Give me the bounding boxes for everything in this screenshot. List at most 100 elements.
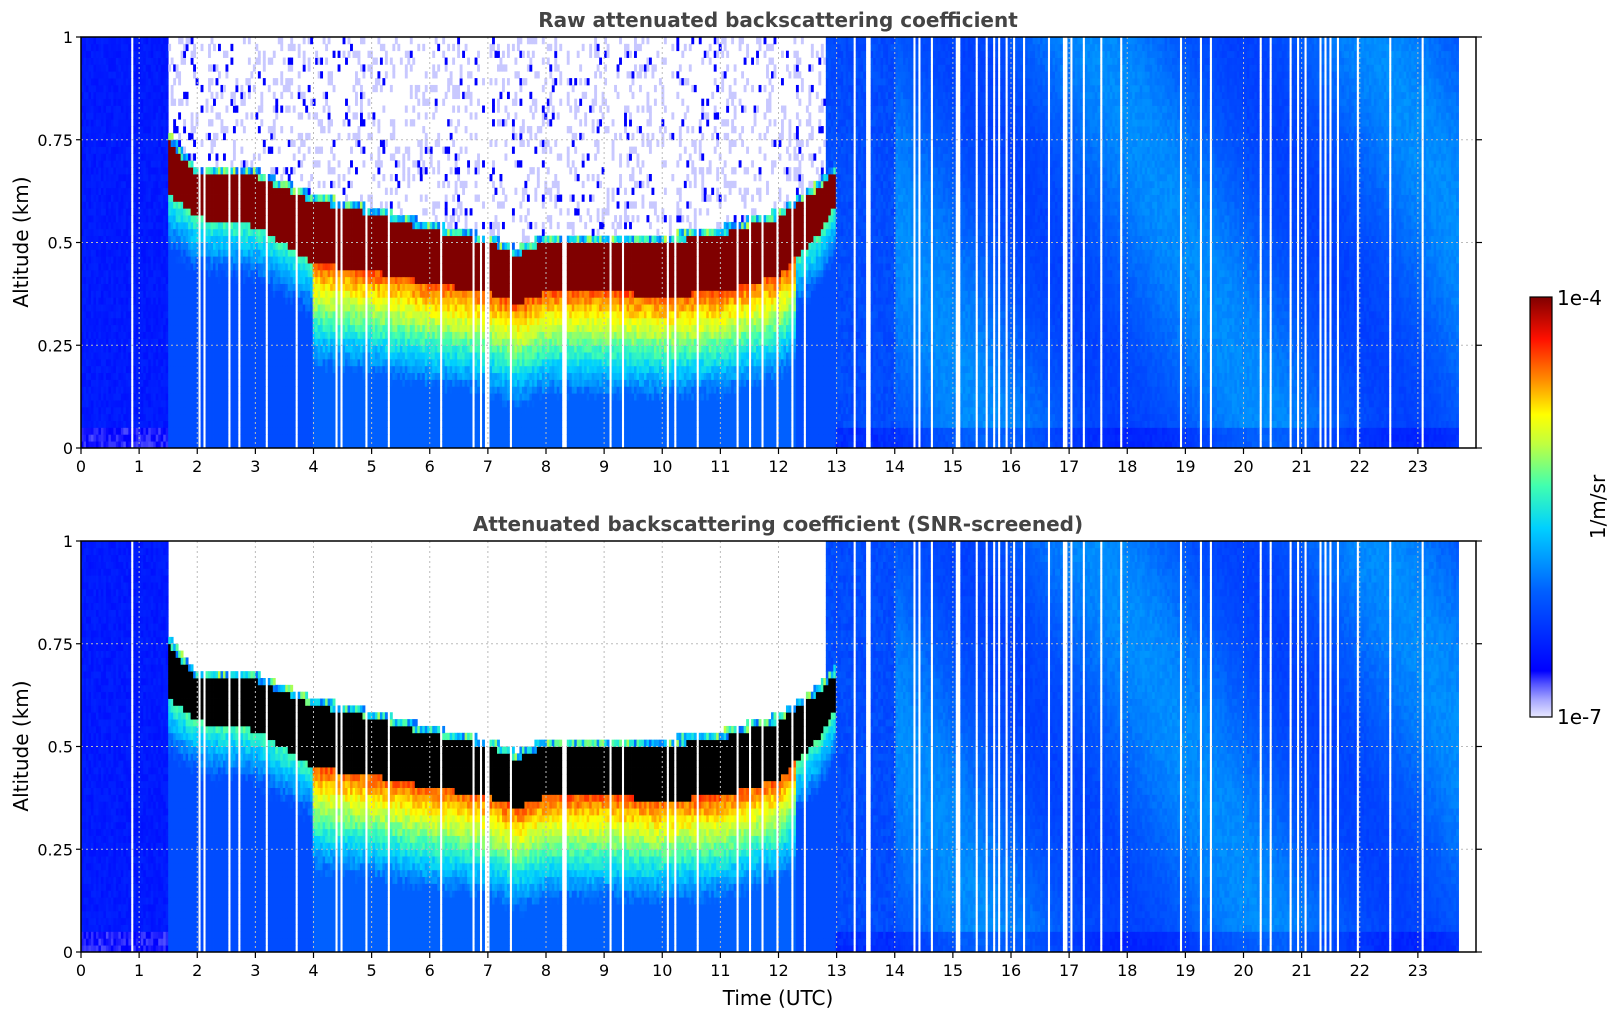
heatmap-cell — [260, 249, 263, 256]
heatmap-cell — [108, 188, 111, 195]
heatmap-cell — [91, 195, 94, 202]
heatmap-cell — [223, 277, 226, 284]
heatmap-cell — [143, 78, 146, 85]
heatmap-cell — [206, 414, 209, 421]
heatmap-cell — [88, 243, 91, 250]
heatmap-cell — [133, 174, 136, 181]
heatmap-cell — [118, 304, 121, 311]
heatmap-cell — [243, 427, 246, 434]
heatmap-cell — [183, 407, 186, 414]
heatmap-cell — [216, 338, 219, 345]
heatmap-cell — [255, 421, 258, 428]
heatmap-cell — [88, 263, 91, 270]
heatmap-cell — [201, 359, 204, 366]
heatmap-cell — [315, 386, 318, 393]
heatmap-cell — [121, 311, 124, 318]
heatmap-cell — [98, 188, 101, 195]
heatmap-cell — [136, 414, 139, 421]
heatmap-cell — [181, 318, 184, 325]
heatmap-cell — [193, 380, 196, 387]
heatmap-cell — [260, 188, 263, 195]
heatmap-cell — [323, 393, 326, 400]
heatmap-cell — [325, 304, 328, 311]
heatmap-cell — [285, 338, 288, 345]
heatmap-cell — [288, 64, 291, 71]
heatmap-cell — [116, 407, 119, 414]
heatmap-cell — [225, 380, 228, 387]
heatmap-cell — [126, 297, 129, 304]
heatmap-cell — [280, 380, 283, 387]
heatmap-cell — [298, 160, 301, 167]
heatmap-cell — [330, 201, 333, 208]
heatmap-cell — [151, 215, 154, 222]
heatmap-cell — [260, 256, 263, 263]
heatmap-cell — [181, 380, 184, 387]
heatmap-cell — [101, 174, 104, 181]
heatmap-cell — [103, 140, 106, 147]
heatmap-cell — [188, 181, 191, 188]
heatmap-cell — [121, 78, 124, 85]
heatmap-cell — [143, 112, 146, 119]
heatmap-cell — [116, 64, 119, 71]
heatmap-cell — [221, 297, 224, 304]
heatmap-cell — [123, 133, 126, 140]
heatmap-cell — [208, 153, 211, 160]
heatmap-cell — [116, 421, 119, 428]
heatmap-cell — [310, 222, 313, 229]
heatmap-cell — [300, 256, 303, 263]
heatmap-cell — [146, 263, 149, 270]
heatmap-cell — [88, 352, 91, 359]
heatmap-cell — [270, 366, 273, 373]
heatmap-cell — [323, 338, 326, 345]
heatmap-cell — [158, 188, 161, 195]
heatmap-cell — [126, 174, 129, 181]
heatmap-cell — [193, 332, 196, 339]
heatmap-cell — [285, 249, 288, 256]
heatmap-cell — [323, 215, 326, 222]
heatmap-cell — [206, 256, 209, 263]
heatmap-cell — [278, 414, 281, 421]
heatmap-cell — [101, 304, 104, 311]
heatmap-cell — [96, 332, 99, 339]
heatmap-cell — [263, 263, 266, 270]
heatmap-cell — [211, 181, 214, 188]
heatmap-cell — [288, 188, 291, 195]
heatmap-cell — [315, 222, 318, 229]
heatmap-cell — [298, 147, 301, 154]
heatmap-cell — [121, 112, 124, 119]
heatmap-cell — [151, 400, 154, 407]
heatmap-cell — [206, 393, 209, 400]
heatmap-cell — [288, 311, 291, 318]
heatmap-cell — [305, 407, 308, 414]
heatmap-cell — [278, 208, 281, 215]
heatmap-cell — [318, 304, 321, 311]
heatmap-cell — [310, 352, 313, 359]
heatmap-cell — [88, 181, 91, 188]
heatmap-cell — [146, 37, 149, 44]
heatmap-cell — [168, 414, 171, 421]
heatmap-cell — [166, 44, 169, 51]
heatmap-cell — [285, 284, 288, 291]
heatmap-cell — [275, 106, 278, 113]
heatmap-cell — [191, 352, 194, 359]
heatmap-cell — [201, 243, 204, 250]
heatmap-cell — [111, 414, 114, 421]
heatmap-cell — [193, 64, 196, 71]
heatmap-cell — [163, 338, 166, 345]
heatmap-cell — [143, 386, 146, 393]
heatmap-cell — [338, 318, 341, 325]
heatmap-cell — [186, 407, 189, 414]
heatmap-cell — [216, 373, 219, 380]
heatmap-cell — [123, 373, 126, 380]
heatmap-cell — [121, 427, 124, 434]
heatmap-cell — [280, 345, 283, 352]
heatmap-cell — [221, 263, 224, 270]
heatmap-cell — [275, 263, 278, 270]
heatmap-cell — [270, 325, 273, 332]
heatmap-cell — [136, 222, 139, 229]
heatmap-cell — [248, 256, 251, 263]
heatmap-cell — [133, 71, 136, 78]
heatmap-cell — [183, 222, 186, 229]
heatmap-cell — [136, 284, 139, 291]
heatmap-cell — [113, 414, 116, 421]
